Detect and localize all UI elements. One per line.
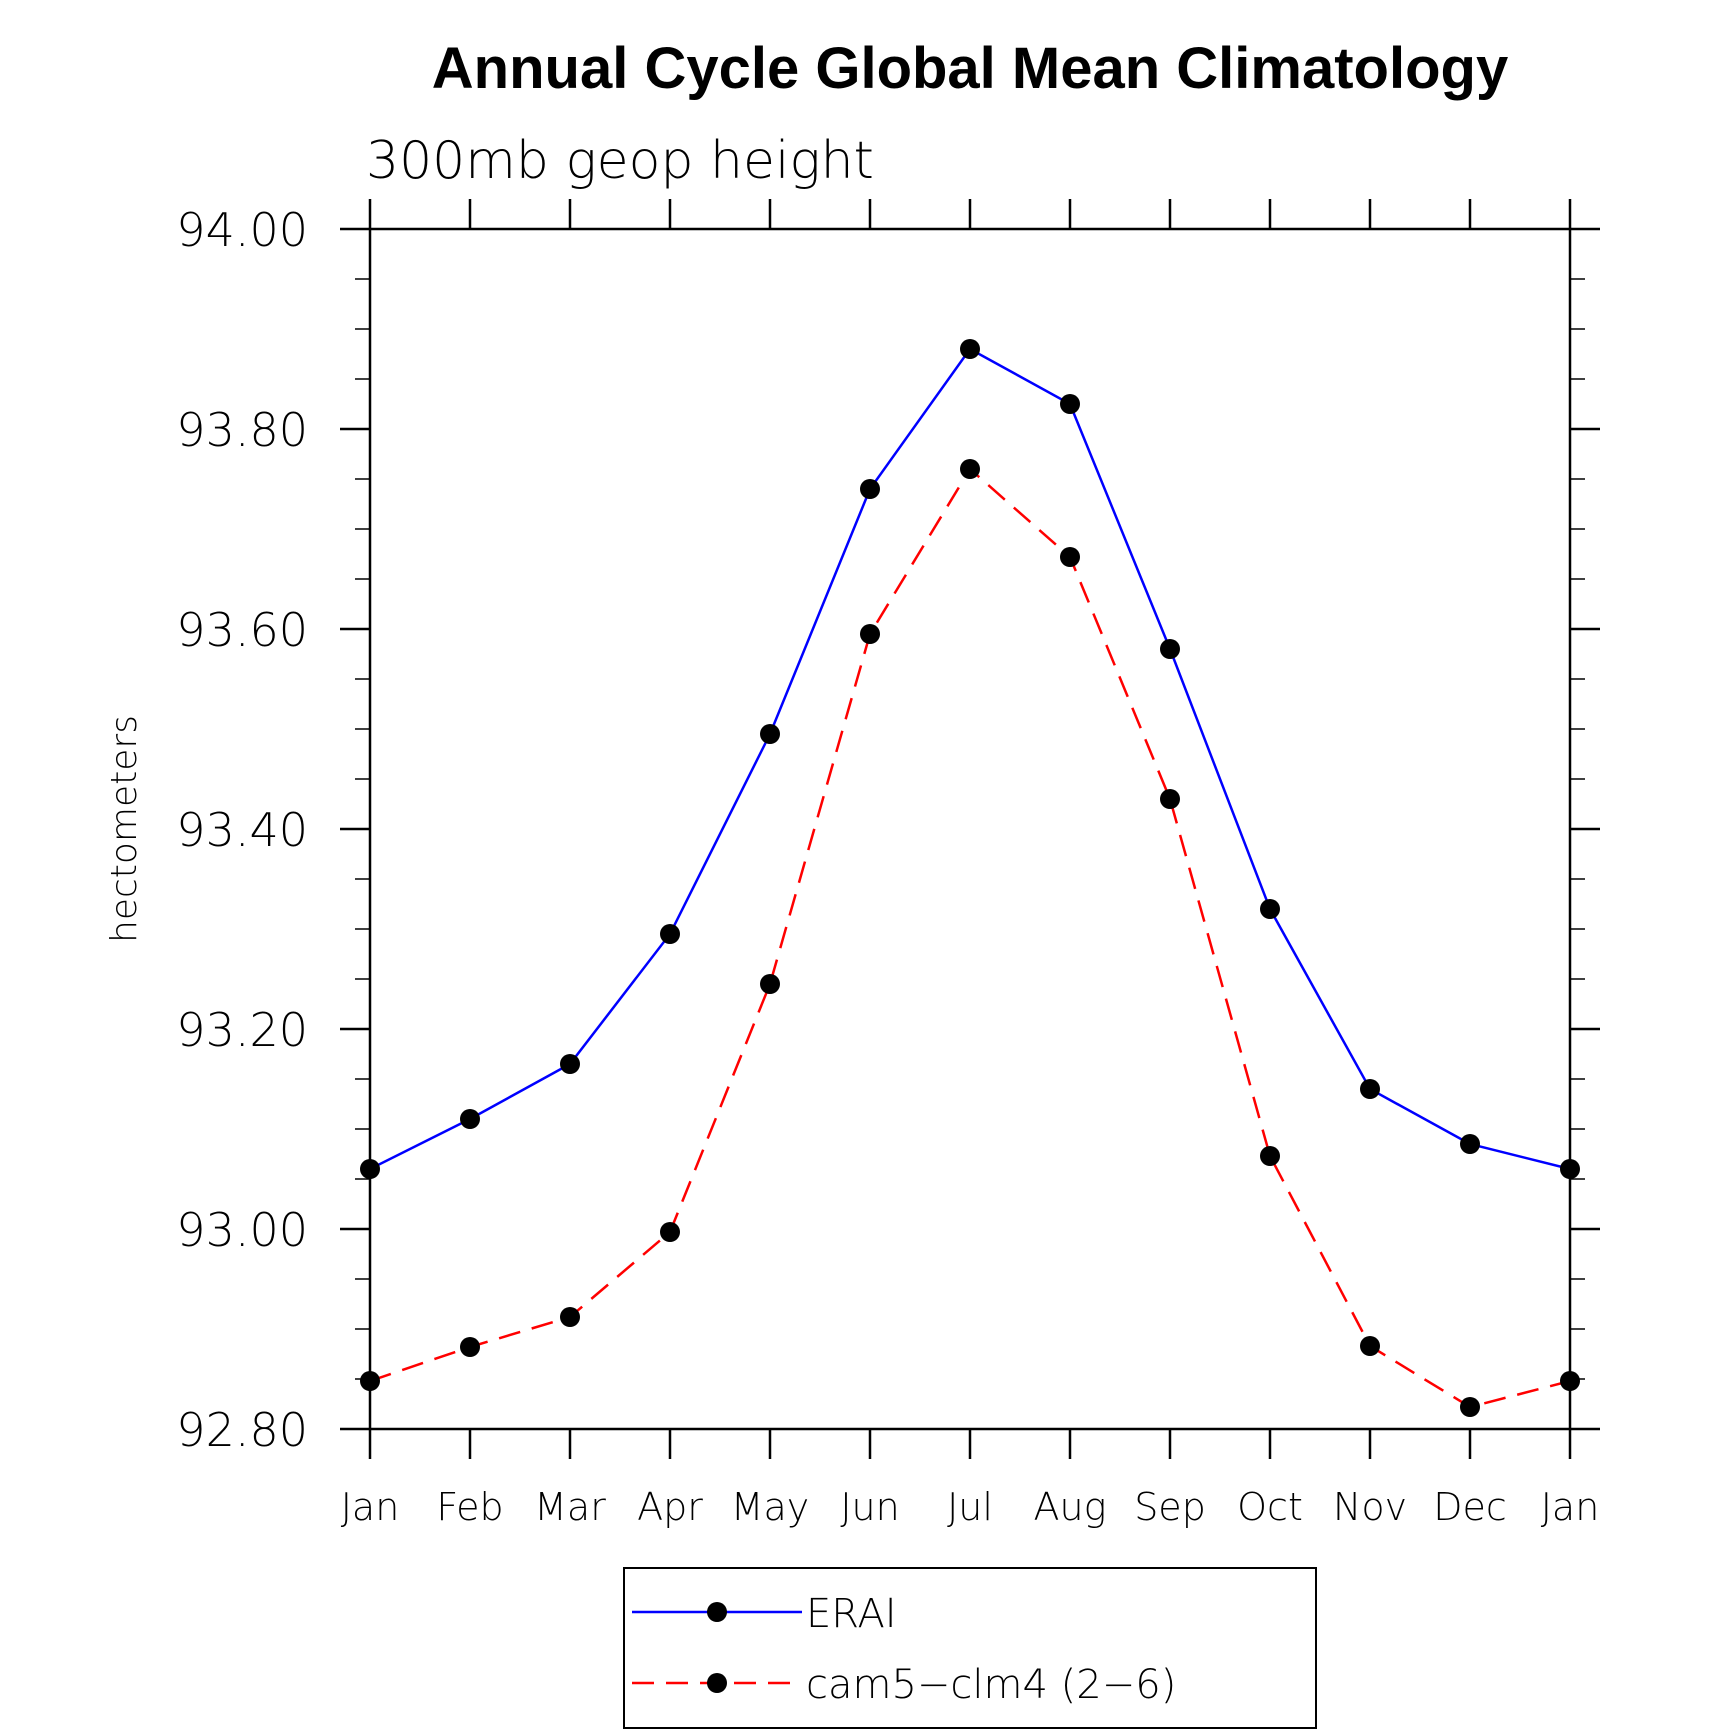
x-tick-label: Dec	[1433, 1485, 1507, 1529]
data-point	[960, 339, 980, 359]
data-point	[1260, 1146, 1280, 1166]
legend: ERAI cam5−clm4 (2−6)	[623, 1567, 1317, 1729]
data-point	[1560, 1159, 1580, 1179]
data-point	[1360, 1079, 1380, 1099]
data-point	[1160, 639, 1180, 659]
data-point	[1060, 547, 1080, 567]
data-point	[1360, 1336, 1380, 1356]
data-point	[760, 724, 780, 744]
series-layer	[360, 339, 1580, 1417]
data-point	[1060, 394, 1080, 414]
x-tick-label: Jan	[1541, 1485, 1600, 1529]
y-tick-label: 93.80	[176, 403, 308, 457]
x-tick-label: Oct	[1237, 1485, 1303, 1529]
x-tick-label: Aug	[1034, 1485, 1107, 1529]
data-point	[560, 1307, 580, 1327]
data-point	[760, 974, 780, 994]
data-point	[1260, 899, 1280, 919]
x-tick-label: Apr	[637, 1485, 703, 1529]
data-point	[360, 1371, 380, 1391]
x-tick-label: Jun	[840, 1485, 899, 1529]
y-tick-label: 93.20	[176, 1003, 308, 1057]
data-point	[960, 459, 980, 479]
data-point	[460, 1109, 480, 1129]
x-tick-label: Jul	[947, 1485, 993, 1529]
data-point	[660, 924, 680, 944]
x-tick-label: Mar	[534, 1485, 606, 1529]
plot-frame	[368, 227, 1572, 1431]
x-tick-label: Feb	[436, 1485, 503, 1529]
x-tick-label: Jan	[341, 1485, 400, 1529]
chart-subtitle: 300mb geop height	[366, 131, 874, 191]
data-point	[860, 624, 880, 644]
data-point	[460, 1337, 480, 1357]
series-line-1	[369, 467, 1571, 1409]
legend-marker-erai	[707, 1602, 727, 1622]
data-point	[360, 1159, 380, 1179]
data-point	[1160, 789, 1180, 809]
ticks-layer: 92.80 93.00 93.20 93.40 93.60 93.80 94.00 Jan Fe…	[176, 199, 1600, 1529]
legend-label-erai: ERAI	[806, 1591, 897, 1637]
data-point	[660, 1222, 680, 1242]
y-axis-label: hectometers	[104, 715, 145, 943]
x-tick-label: May	[731, 1485, 810, 1529]
data-point	[1460, 1134, 1480, 1154]
legend-label-cam5: cam5−clm4 (2−6)	[806, 1662, 1176, 1708]
y-tick-label: 93.00	[176, 1203, 308, 1257]
chart-title: Annual Cycle Global Mean Climatology	[432, 36, 1508, 101]
data-point	[560, 1054, 580, 1074]
y-tick-label: 94.00	[176, 203, 308, 257]
legend-box	[623, 1567, 1317, 1729]
y-tick-label: 93.40	[176, 803, 308, 857]
x-tick-label: Nov	[1333, 1485, 1407, 1529]
data-point	[1460, 1397, 1480, 1417]
y-tick-label: 93.60	[176, 603, 308, 657]
x-tick-label: Sep	[1134, 1485, 1206, 1529]
y-tick-label: 92.80	[176, 1403, 308, 1457]
data-point	[860, 479, 880, 499]
legend-marker-cam5	[707, 1673, 727, 1693]
data-point	[1560, 1371, 1580, 1391]
